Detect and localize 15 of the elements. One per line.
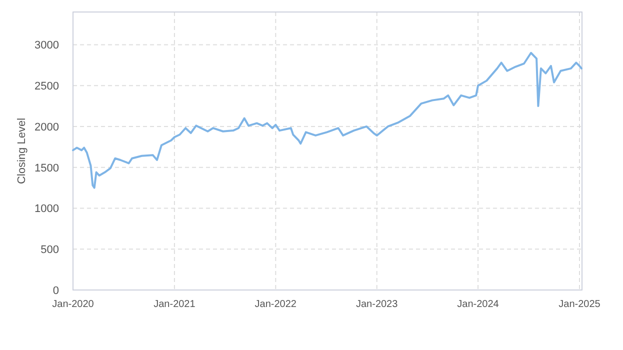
y-tick-label: 500 (40, 244, 59, 256)
y-tick-label: 2500 (34, 80, 59, 93)
x-tick-label: Jan-2022 (254, 299, 297, 310)
x-tick-label: Jan-2023 (356, 299, 398, 310)
y-tick-label: 1500 (34, 162, 59, 174)
x-tick-label: Jan-2024 (457, 299, 500, 310)
y-tick-label: 0 (52, 285, 59, 297)
x-tick-label: Jan-2020 (52, 299, 94, 310)
line-series (72, 52, 582, 189)
y-tick-label: 2000 (34, 121, 59, 134)
y-tick-label: 3000 (34, 40, 59, 52)
x-tick-label: Jan-2021 (154, 299, 196, 310)
y-tick-label: 1000 (34, 203, 59, 216)
x-tick-label: Jan-2025 (558, 299, 601, 310)
y-axis-title: Closing Level (16, 118, 28, 184)
